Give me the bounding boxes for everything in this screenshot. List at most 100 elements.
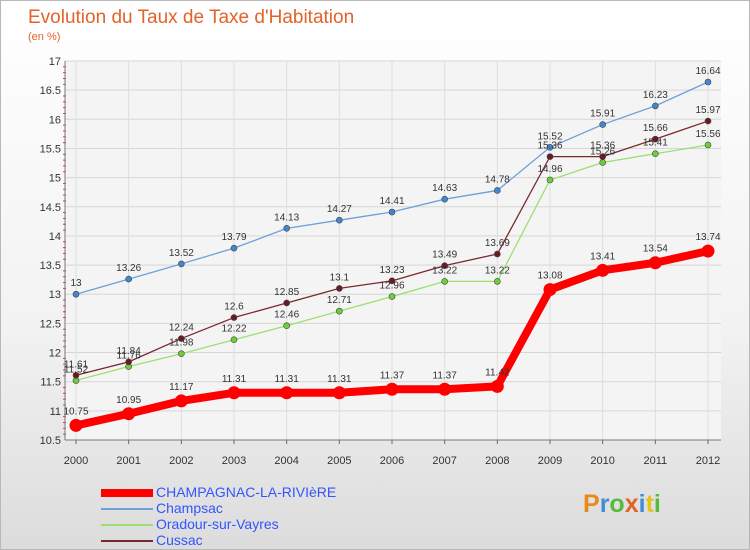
data-label: 11.61 — [64, 359, 89, 370]
data-label: 14.96 — [537, 164, 562, 175]
data-label: 13.74 — [695, 232, 720, 243]
data-point — [336, 285, 343, 292]
data-label: 12.22 — [221, 324, 246, 335]
data-label: 11.17 — [169, 382, 194, 393]
data-label-layer: 13 13.26 13.52 13.79 14.13 14.27 14.41 14.63 14.… — [63, 66, 720, 417]
data-point — [490, 379, 504, 393]
data-point — [336, 216, 343, 224]
data-label: 11.98 — [169, 338, 194, 349]
y-tick-label: 11 — [50, 406, 61, 418]
y-tick-label: 14.5 — [40, 202, 61, 214]
data-label: 11.76 — [117, 351, 142, 362]
data-point — [652, 150, 659, 158]
data-label: 11.31 — [275, 374, 300, 385]
data-point — [283, 322, 290, 330]
data-label: 11.37 — [380, 370, 405, 381]
x-tick-label: 2007 — [432, 455, 456, 467]
data-label: 13.23 — [379, 265, 404, 276]
logo-letter: x — [624, 490, 639, 518]
legend-label: Champsac — [156, 500, 223, 516]
data-point — [125, 275, 132, 283]
data-label: 12.46 — [274, 310, 299, 321]
logo-letter: t — [645, 490, 654, 518]
y-tick-label: 16 — [49, 114, 61, 126]
data-point — [388, 208, 396, 216]
legend-swatch — [101, 489, 153, 497]
data-label: 13.69 — [485, 238, 510, 249]
data-label: 13.22 — [485, 265, 510, 276]
y-tick-label: 15 — [49, 173, 61, 185]
data-label: 13.1 — [330, 272, 350, 283]
legend-item: CHAMPAGNAC-LA-RIVIèRE — [101, 484, 421, 501]
data-label: 13.52 — [169, 248, 194, 259]
data-point — [283, 299, 290, 307]
data-point — [494, 187, 501, 194]
x-tick-label: 2006 — [380, 455, 404, 467]
grid-layer — [65, 60, 721, 441]
data-label: 13.22 — [432, 265, 457, 276]
y-tick-label: 10.5 — [40, 435, 61, 447]
data-point — [230, 336, 238, 344]
axis-layer: 10.5 11 11.5 12 12.5 13 13.5 14 14.5 15 15.5 16 16.5… — [40, 56, 721, 467]
x-tick-label: 2010 — [590, 455, 614, 467]
x-tick-label: 2002 — [169, 455, 193, 467]
data-point — [546, 143, 554, 151]
data-label: 16.23 — [643, 90, 668, 101]
data-label: 13.49 — [432, 250, 457, 261]
data-label: 13.26 — [116, 263, 141, 274]
y-tick-label: 11.5 — [40, 377, 61, 389]
logo-letter: i — [638, 490, 646, 518]
data-point — [599, 121, 606, 128]
legend-label: Oradour-sur-Vayres — [156, 516, 279, 532]
data-label: 15.66 — [643, 123, 668, 134]
legend-swatch — [101, 524, 153, 526]
data-label: 15.97 — [695, 105, 720, 116]
data-point — [388, 277, 396, 285]
data-label: 10.95 — [116, 395, 141, 406]
data-label: 12.71 — [327, 295, 352, 306]
data-label: 16.64 — [695, 66, 720, 77]
x-tick-label: 2005 — [327, 455, 351, 467]
legend: CHAMPAGNAC-LA-RIVIèRE Champsac Oradour-sur… — [101, 484, 421, 549]
data-label: 11.31 — [327, 374, 352, 385]
data-point — [336, 307, 343, 315]
data-label: 15.52 — [537, 131, 562, 142]
data-label: 15.41 — [643, 138, 668, 149]
data-point — [178, 350, 185, 358]
data-point — [178, 260, 185, 268]
data-label: 15.36 — [590, 141, 615, 152]
y-tick-label: 12.5 — [40, 318, 61, 330]
x-tick-label: 2004 — [274, 455, 298, 467]
data-point — [546, 176, 554, 184]
data-point — [125, 358, 132, 366]
legend-label: Cussac — [156, 532, 203, 548]
data-label: 14.63 — [432, 183, 457, 194]
data-label: 11.84 — [117, 346, 142, 357]
data-point — [704, 141, 712, 149]
data-point — [122, 407, 136, 421]
x-tick-label: 2009 — [538, 455, 562, 467]
data-point — [599, 159, 606, 166]
data-point — [69, 418, 83, 432]
data-point — [546, 153, 554, 160]
data-point — [648, 256, 662, 270]
data-label: 14.13 — [274, 212, 299, 223]
x-tick-label: 2001 — [116, 455, 140, 467]
data-point — [230, 314, 238, 321]
data-label: 11.42 — [485, 367, 510, 378]
data-point — [596, 263, 610, 277]
data-point — [441, 278, 448, 285]
data-point — [385, 382, 399, 396]
y-tick-label: 14 — [49, 231, 61, 243]
data-point — [438, 382, 452, 396]
legend-item: Oradour-sur-Vayres — [101, 516, 421, 533]
data-point — [174, 394, 188, 408]
data-label: 12.24 — [169, 323, 194, 334]
y-tick-label: 15.5 — [40, 143, 61, 155]
data-label: 11.31 — [222, 374, 247, 385]
logo-letter: i — [653, 490, 661, 518]
data-point — [701, 244, 715, 258]
data-label: 12.96 — [379, 281, 404, 292]
legend-label: CHAMPAGNAC-LA-RIVIèRE — [156, 484, 337, 500]
